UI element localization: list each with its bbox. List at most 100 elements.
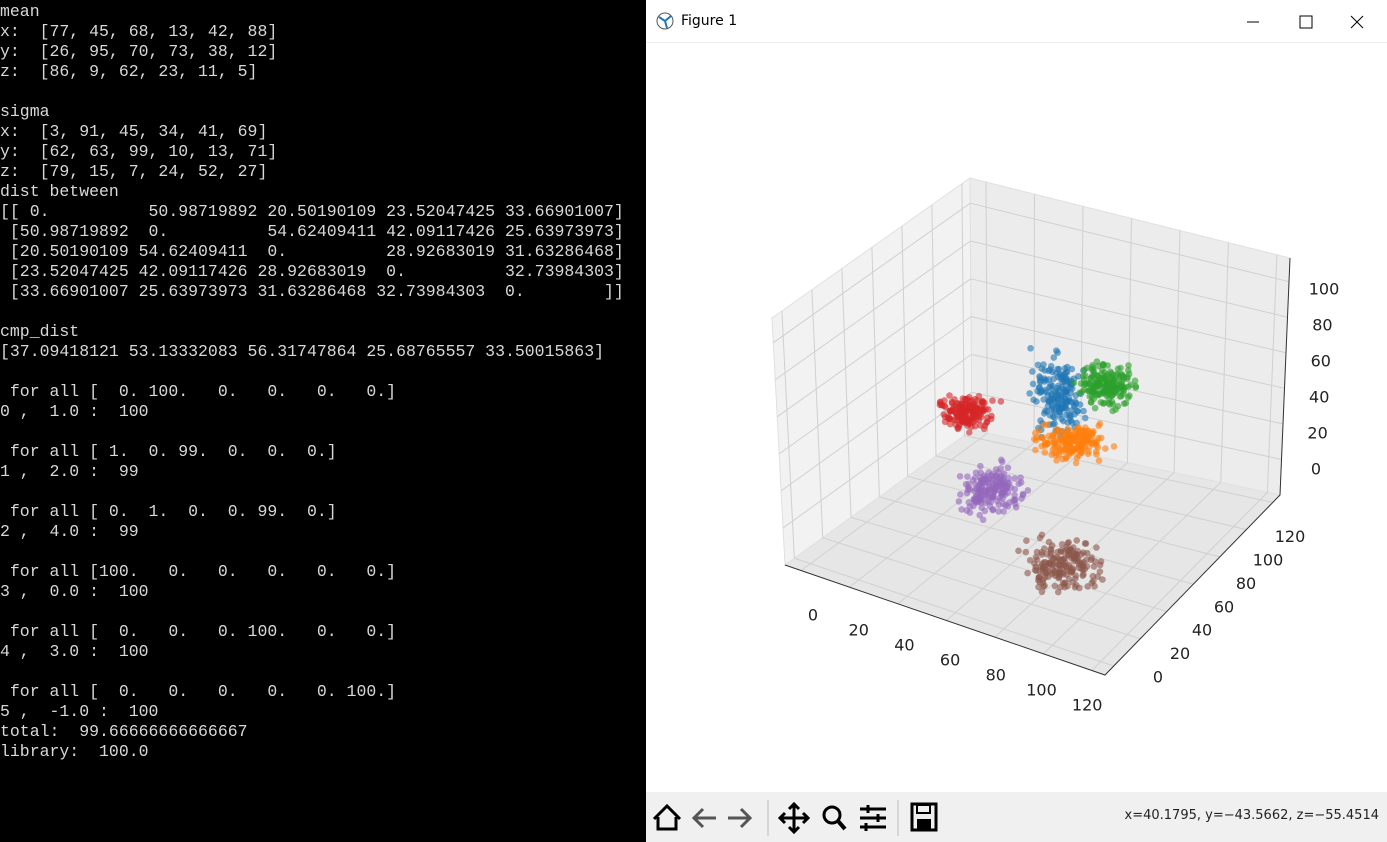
grid-line [985, 181, 988, 434]
tick-label: 0 [808, 606, 818, 625]
scatter-point [1036, 534, 1044, 542]
tick-label: 40 [894, 636, 914, 655]
pan-button[interactable] [777, 801, 811, 835]
console-line: z: [79, 15, 7, 24, 52, 27] [0, 162, 268, 181]
zoom-button[interactable] [822, 805, 847, 831]
scatter-point [1038, 551, 1046, 558]
grid-line [907, 475, 1220, 558]
scatter-point [1081, 414, 1089, 422]
scatter-point [1076, 401, 1084, 408]
console-line: y: [26, 95, 70, 73, 38, 12] [0, 42, 278, 61]
scatter-point [1080, 407, 1087, 415]
maximize[interactable] [1299, 15, 1313, 29]
scatter-point [1080, 549, 1087, 556]
console-line: x: [3, 91, 45, 34, 41, 69] [0, 122, 268, 141]
console-line: [33.66901007 25.63973973 31.63286468 32.… [0, 282, 624, 301]
scatter-point [1115, 376, 1123, 384]
tick-label: 20 [1307, 424, 1327, 443]
scatter-point [972, 422, 979, 430]
scatter-point [1033, 436, 1040, 444]
scatter-point [1057, 375, 1064, 383]
tick-label: 20 [849, 621, 869, 640]
scatter-point [1081, 372, 1089, 379]
scatter-point [970, 496, 978, 504]
scatter-point [1068, 385, 1076, 392]
scatter-point [978, 504, 985, 512]
scatter-point [966, 503, 974, 510]
scatter-point [1053, 393, 1061, 400]
scatter-point [1053, 457, 1060, 464]
scatter-point [976, 474, 984, 481]
grid-line [964, 435, 1273, 503]
scatter-point [1048, 406, 1056, 413]
scatter-point [1067, 442, 1074, 449]
scatter-point [958, 506, 965, 513]
scatter-point [1057, 548, 1065, 556]
scatter-point [972, 469, 980, 476]
scatter-point [1091, 582, 1098, 590]
console-line: for all [100. 0. 0. 0. 0. 0.] [0, 562, 397, 581]
scatter-point [1040, 583, 1047, 590]
scatter-point [1040, 361, 1047, 368]
scatter-point [1058, 405, 1065, 413]
back-button[interactable] [691, 807, 716, 829]
scatter-point [1098, 370, 1105, 378]
scatter-point [1051, 414, 1058, 422]
scatter-point [1072, 459, 1080, 467]
scatter-point [959, 403, 966, 411]
scatter-point [1007, 484, 1014, 491]
tick-label: 120 [1275, 527, 1306, 546]
scatter-point [1081, 424, 1089, 431]
scatter-point [1026, 390, 1033, 397]
scatter-point [1065, 561, 1073, 569]
scatter-point [1093, 544, 1100, 551]
status-text: x=40.1795, y=−43.5662, z=−55.4514 [1124, 808, 1379, 823]
scatter-point [952, 409, 960, 417]
console-line: for all [ 0. 1. 0. 0. 99. 0.] [0, 502, 337, 521]
save-button[interactable] [910, 802, 938, 832]
console-block: cmp_dist [37.09418121 53.13332083 56.3174… [0, 322, 645, 362]
tick-label: 60 [1311, 352, 1331, 371]
grid-line [1266, 254, 1278, 493]
scatter-point [1056, 436, 1063, 443]
scatter-point [1061, 583, 1069, 591]
console-line: 1 , 2.0 : 99 [0, 462, 139, 481]
scatter-point [1124, 367, 1132, 374]
grid-line [773, 202, 971, 344]
scatter-point [1047, 547, 1055, 554]
scatter-point [1006, 499, 1013, 506]
tick-label: 100 [1309, 280, 1340, 299]
scatter-point [969, 477, 977, 484]
tick-label: 20 [1170, 644, 1190, 663]
scatter-point [989, 476, 997, 484]
scatter-point [985, 486, 992, 494]
scatter-point [1087, 399, 1095, 406]
scatter-point [1041, 407, 1049, 415]
console-block: for all [ 0. 1. 0. 0. 99. 0.] 2 , 4.0 : 9… [0, 502, 645, 542]
scatter-point [962, 481, 970, 488]
scatter-point [1029, 368, 1036, 375]
scatter-point [1117, 387, 1125, 395]
scatter-point [941, 418, 949, 426]
scatter-point [1000, 508, 1007, 515]
scatter-point [1095, 457, 1103, 464]
grid-line [931, 204, 937, 456]
grid-line [970, 202, 1290, 283]
forward-button[interactable] [728, 807, 753, 829]
app-icon [656, 12, 674, 30]
scatter-point [1087, 375, 1095, 382]
home-button[interactable] [652, 803, 682, 831]
scatter-point [1059, 455, 1066, 463]
scatter-point [1017, 474, 1024, 482]
scatter-point [958, 415, 966, 423]
tick-label: 120 [1072, 696, 1103, 715]
configure-button[interactable] [860, 805, 886, 831]
scatter-point [1022, 548, 1030, 556]
scatter-point [1096, 561, 1104, 569]
tick-label: 40 [1309, 388, 1329, 407]
scatter-point [1023, 537, 1030, 545]
scatter-point [1112, 406, 1120, 413]
close[interactable] [1350, 15, 1364, 29]
scatter-point [1064, 419, 1072, 426]
scatter-point [1126, 392, 1133, 399]
